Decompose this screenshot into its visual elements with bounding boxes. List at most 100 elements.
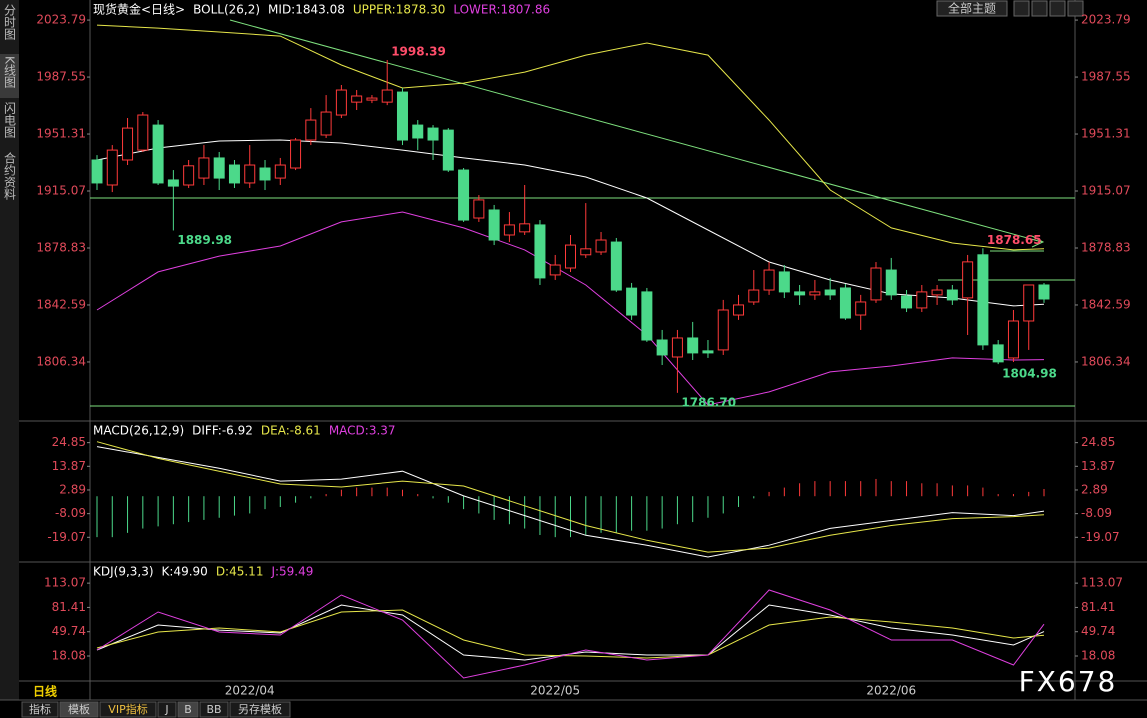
- y-tick-label: 13.87: [1081, 459, 1115, 473]
- bottom-tab[interactable]: [21, 701, 59, 718]
- y-tick-label: 1806.34: [36, 354, 86, 368]
- extreme-label: 1878.65: [987, 233, 1042, 247]
- y-tick-label: 1806.34: [1081, 354, 1131, 368]
- y-tick-label: 18.08: [1081, 649, 1115, 663]
- side-tab[interactable]: K线图: [3, 56, 17, 88]
- y-tick-label: 1951.31: [1081, 127, 1131, 141]
- candle-body: [549, 264, 561, 276]
- drawn-lines: [90, 19, 1075, 407]
- period-label[interactable]: 日线: [33, 684, 57, 699]
- y-tick-label: 1987.55: [1081, 70, 1131, 84]
- legend-label: MACD(26,12,9): [93, 424, 184, 438]
- y-tick-label: -19.07: [1081, 530, 1120, 544]
- candle-body: [534, 224, 546, 279]
- bottom-tab[interactable]: [157, 701, 177, 718]
- candle-body: [687, 337, 699, 354]
- candle-body: [519, 223, 531, 233]
- legend-label: UPPER:1878.30: [353, 3, 445, 17]
- candle-body: [320, 111, 332, 136]
- candle-body: [137, 114, 149, 151]
- candle-body: [748, 289, 760, 303]
- candle-body: [610, 241, 622, 291]
- y-tick-label: 2023.79: [36, 13, 86, 27]
- candle-body: [244, 164, 256, 184]
- legend-label: MID:1843.08: [268, 3, 345, 17]
- bottom-tab[interactable]: [229, 701, 291, 718]
- y-tick-label: -19.07: [47, 530, 86, 544]
- icon-button[interactable]: [1031, 0, 1048, 17]
- icon-button[interactable]: [1067, 0, 1084, 17]
- side-tab[interactable]: 闪电图: [3, 102, 17, 138]
- candle-body: [412, 124, 424, 139]
- indicator-line: [96, 24, 1045, 251]
- candle-body: [962, 261, 974, 299]
- y-tick-label: 49.74: [1081, 624, 1115, 638]
- candle-body: [885, 269, 897, 296]
- bottom-tab-label: 模板: [68, 702, 90, 716]
- candle-body: [305, 119, 317, 141]
- bottom-tab[interactable]: [199, 701, 229, 718]
- candle-body: [366, 97, 378, 101]
- candle-body: [702, 350, 714, 354]
- candle-body: [839, 287, 851, 319]
- bottom-tab[interactable]: [177, 701, 199, 718]
- candle-body: [778, 271, 790, 293]
- legend-label: MACD:3.37: [329, 424, 396, 438]
- extreme-label: 1786.70: [681, 395, 736, 409]
- y-tick-label: -8.09: [1081, 506, 1112, 520]
- candle-body: [396, 91, 408, 141]
- y-tick-label: 81.41: [1081, 600, 1115, 614]
- candle-body: [656, 339, 668, 356]
- indicator-line: [96, 139, 1045, 307]
- candle-body: [122, 127, 134, 161]
- x-tick-label: 2022/05: [530, 684, 580, 698]
- bottom-tab-label: 指标: [29, 702, 51, 716]
- side-tab[interactable]: 合约资料: [3, 151, 17, 200]
- bottom-tab[interactable]: [99, 701, 157, 718]
- y-tick-label: 81.41: [52, 600, 86, 614]
- candle-body: [1023, 284, 1035, 322]
- indicator-line: [96, 446, 1045, 558]
- candle-body: [763, 269, 775, 291]
- legend-label: J:59.49: [270, 565, 313, 579]
- bottom-tab[interactable]: [59, 701, 99, 718]
- candle-body: [1038, 284, 1050, 300]
- candle-body: [213, 157, 225, 179]
- legend-label: DEA:-8.61: [261, 424, 321, 438]
- legend-label: K:49.90: [162, 565, 208, 579]
- y-tick-label: 1878.83: [36, 240, 86, 254]
- bottom-tab-label: B: [184, 703, 192, 716]
- side-tab[interactable]: 分时图: [3, 4, 17, 40]
- y-tick-label: 49.74: [52, 624, 86, 638]
- candle-body: [503, 224, 515, 236]
- candle-body: [1007, 320, 1019, 359]
- y-tick-label: 1915.07: [1081, 184, 1131, 198]
- y-tick-label: 1842.59: [1081, 297, 1131, 311]
- legend-label: LOWER:1807.86: [453, 3, 550, 17]
- y-tick-label: 13.87: [52, 459, 86, 473]
- candle-body: [901, 295, 913, 309]
- candle-body: [824, 289, 836, 296]
- y-tick-label: 24.85: [52, 435, 86, 449]
- candle-body: [152, 124, 164, 184]
- x-tick-label: 2022/06: [866, 684, 916, 698]
- y-tick-label: 2023.79: [1081, 13, 1131, 27]
- extreme-label: 1804.98: [1002, 367, 1057, 381]
- y-tick-label: 1915.07: [36, 184, 86, 198]
- x-tick-label: 2022/04: [225, 684, 275, 698]
- legend-label: D:45.11: [216, 565, 264, 579]
- candle-body: [473, 199, 485, 219]
- candle-body: [91, 159, 103, 184]
- candle-body: [626, 287, 638, 316]
- bottom-tab-label: BB: [206, 703, 221, 716]
- icon-button[interactable]: [1049, 0, 1066, 17]
- theme-button-label: 全部主题: [948, 1, 996, 16]
- candle-body: [458, 169, 470, 221]
- candle-body: [977, 254, 989, 346]
- indicator-line: [96, 211, 1045, 406]
- candle-body: [809, 291, 821, 296]
- icon-button[interactable]: [1013, 0, 1030, 17]
- candle-body: [733, 304, 745, 316]
- theme-button[interactable]: [936, 0, 1008, 17]
